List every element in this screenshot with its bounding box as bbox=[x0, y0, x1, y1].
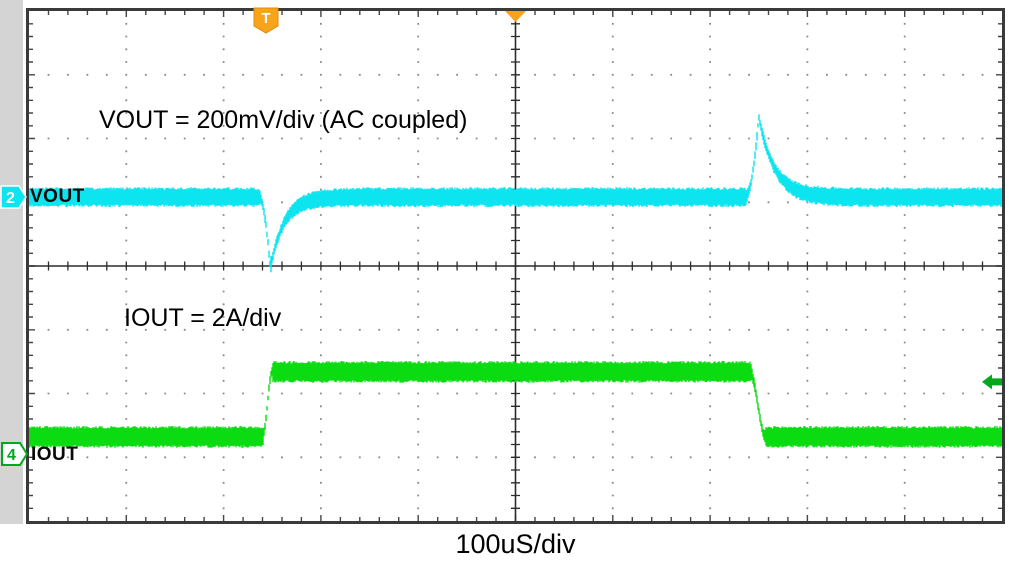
iout-scale-annotation: IOUT = 2A/div bbox=[124, 304, 282, 332]
crosshair-ticks bbox=[47, 23, 984, 509]
channel-4-marker-shape bbox=[1, 442, 29, 466]
vout-scale-annotation: VOUT = 200mV/div (AC coupled) bbox=[99, 106, 468, 134]
trigger-t-badge: T bbox=[253, 7, 279, 34]
channel-2-marker-shape bbox=[0, 185, 27, 209]
trigger-t-badge-label: T bbox=[261, 10, 270, 27]
timebase-label: 100uS/div bbox=[455, 529, 576, 559]
iout-trace-label: IOUT bbox=[31, 444, 79, 465]
vout-trace bbox=[29, 114, 1002, 273]
scope-plot-area bbox=[29, 11, 1002, 521]
trigger-t-badge-shape bbox=[253, 7, 279, 34]
scope-graticule-frame bbox=[26, 8, 1005, 524]
left-gutter bbox=[0, 0, 23, 524]
vout-trace-label: VOUT bbox=[30, 186, 85, 207]
channel-4-marker: 4 bbox=[1, 442, 29, 466]
trigger-position-triangle bbox=[505, 11, 526, 22]
channel-2-marker: 2 bbox=[0, 185, 27, 209]
channel-4-marker-label: 4 bbox=[7, 447, 16, 464]
iout-trace bbox=[29, 360, 1002, 448]
channel-2-marker-label: 2 bbox=[6, 190, 15, 207]
iout-reference-arrow-icon bbox=[982, 374, 1002, 390]
